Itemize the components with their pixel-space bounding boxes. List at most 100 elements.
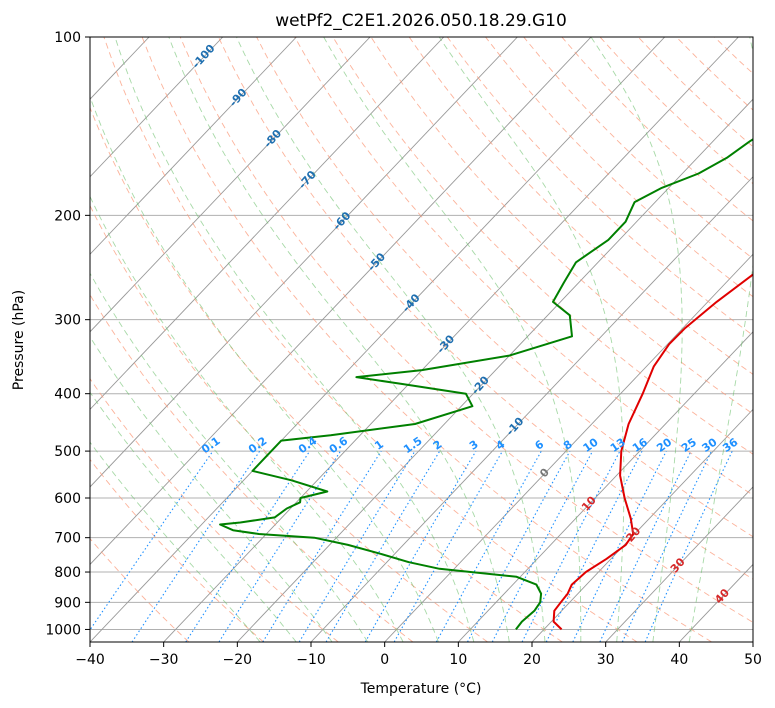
mixing-ratio-line bbox=[599, 450, 692, 642]
moist-adiabat-line bbox=[236, 37, 546, 642]
dry-adiabat-line bbox=[714, 37, 753, 75]
mixing-ratio-label: 6 bbox=[532, 438, 546, 453]
dry-adiabat-line bbox=[217, 37, 753, 580]
isotherm-line bbox=[0, 37, 2, 642]
mixing-ratio-label: 1.5 bbox=[401, 434, 424, 456]
isotherm-line bbox=[531, 408, 753, 642]
isotherm-line bbox=[458, 331, 753, 642]
dry-adiabat-line bbox=[599, 37, 753, 185]
isotherm-line bbox=[163, 37, 739, 642]
isotherm-line bbox=[90, 37, 592, 566]
moist-adiabat-line bbox=[90, 441, 261, 642]
y-axis-title: Pressure (hPa) bbox=[11, 290, 27, 390]
mixing-ratio-line bbox=[262, 450, 382, 642]
x-tick-label: 30 bbox=[597, 652, 615, 668]
y-tick-label: 1000 bbox=[45, 622, 81, 638]
y-tick-label: 200 bbox=[54, 208, 81, 224]
mixing-ratio-label: 20 bbox=[654, 435, 674, 455]
y-tick-label: 800 bbox=[54, 565, 81, 581]
isotherm-line bbox=[90, 37, 518, 488]
x-tick-label: −10 bbox=[296, 652, 326, 668]
axes: −40 −30 −20 −10 0 10 20 30 40 50 1000 900 800 700 600 5… bbox=[45, 30, 762, 668]
x-tick-label: −30 bbox=[149, 652, 179, 668]
mixing-ratio-label: 8 bbox=[561, 438, 575, 453]
x-tick-label: −20 bbox=[223, 652, 253, 668]
mixing-ratio-label: 2 bbox=[431, 438, 445, 453]
moist-adiabat-line bbox=[90, 195, 404, 642]
mixing-ratio-label: 0.2 bbox=[246, 434, 269, 456]
dry-adiabat-line bbox=[90, 537, 190, 642]
y-tick-label: 100 bbox=[54, 30, 81, 46]
dry-adiabat-line bbox=[90, 377, 339, 642]
mixing-ratio-label: 0.1 bbox=[199, 434, 222, 456]
moist-adiabat-line bbox=[438, 37, 625, 642]
dry-adiabat-line bbox=[561, 37, 753, 222]
y-tick-label: 900 bbox=[54, 595, 81, 611]
dry-adiabat-line bbox=[90, 204, 488, 642]
dry-adiabat-line bbox=[752, 37, 753, 38]
isotherm-line bbox=[605, 486, 753, 642]
isotherm-line bbox=[237, 98, 753, 642]
mixing-ratio-line bbox=[131, 450, 261, 642]
background-lines bbox=[0, 37, 753, 642]
y-tick-label: 400 bbox=[54, 387, 81, 403]
moist-adiabat-line bbox=[90, 272, 369, 642]
moist-adiabat-line bbox=[90, 95, 439, 642]
mixing-ratio-line bbox=[572, 450, 667, 642]
mixing-ratio-label: 25 bbox=[679, 436, 699, 455]
isotherm-line bbox=[90, 37, 297, 255]
mixing-ratio-label: 30 bbox=[699, 435, 719, 455]
dry-adiabat-line bbox=[256, 37, 753, 538]
y-tick-label: 500 bbox=[54, 444, 81, 460]
moist-adiabat-line bbox=[688, 37, 753, 642]
dry-adiabat-line bbox=[90, 106, 563, 642]
x-tick-label: −40 bbox=[75, 652, 105, 668]
mixing-ratio-line bbox=[364, 450, 477, 642]
mixing-ratio-line bbox=[218, 450, 341, 642]
profiles bbox=[219, 138, 753, 631]
chart-title: wetPf2_C2E1.2026.050.18.29.G10 bbox=[275, 11, 567, 31]
moist-adiabat-line bbox=[90, 391, 297, 642]
isotherm-line bbox=[90, 37, 445, 411]
mixing-ratio-label: 3 bbox=[467, 438, 481, 453]
dry-adiabat-line bbox=[637, 37, 753, 148]
mixing-ratio-line bbox=[90, 450, 214, 631]
moist-adiabat-line bbox=[590, 37, 683, 642]
dry-adiabat-line bbox=[446, 37, 753, 336]
mixing-ratio-line bbox=[644, 450, 733, 642]
mixing-ratio-line bbox=[185, 450, 311, 642]
isotherm-line bbox=[90, 37, 371, 333]
y-tick-label: 700 bbox=[54, 531, 81, 547]
mixing-ratio-label: 16 bbox=[630, 435, 650, 455]
moist-adiabat-line bbox=[90, 336, 333, 642]
x-tick-label: 50 bbox=[744, 652, 762, 668]
mixing-ratio-label: 0.6 bbox=[327, 434, 351, 456]
isotherm-line bbox=[90, 37, 224, 178]
x-tick-label: 10 bbox=[449, 652, 467, 668]
mixing-ratio-label: 10 bbox=[581, 435, 601, 455]
x-tick-label: 0 bbox=[380, 652, 389, 668]
moist-adiabat-line bbox=[168, 37, 510, 642]
isotherm-line bbox=[90, 37, 666, 642]
dewpoint-profile bbox=[219, 138, 753, 631]
isotherm-line bbox=[384, 253, 753, 642]
y-tick-label: 300 bbox=[54, 313, 81, 329]
dry-adiabat-line bbox=[332, 37, 753, 455]
mixing-ratio-label: 1 bbox=[372, 438, 386, 453]
dry-adiabat-line bbox=[408, 37, 753, 375]
mixing-ratio-line bbox=[467, 450, 571, 642]
dry-adiabat-line bbox=[485, 37, 753, 298]
moist-adiabat-line bbox=[323, 37, 582, 642]
isotherm-line bbox=[679, 563, 753, 642]
x-tick-label: 40 bbox=[670, 652, 688, 668]
isotherm-line bbox=[752, 641, 753, 642]
dry-adiabat-line bbox=[90, 458, 264, 642]
dry-adiabat-line bbox=[103, 37, 638, 642]
mixing-ratio-line bbox=[393, 450, 503, 642]
temperature-profile bbox=[552, 273, 753, 631]
mixing-ratio-line bbox=[545, 450, 643, 642]
mixing-ratio-line bbox=[435, 450, 542, 642]
dry-adiabat-line bbox=[141, 37, 712, 642]
moist-adiabat-line bbox=[114, 37, 475, 642]
